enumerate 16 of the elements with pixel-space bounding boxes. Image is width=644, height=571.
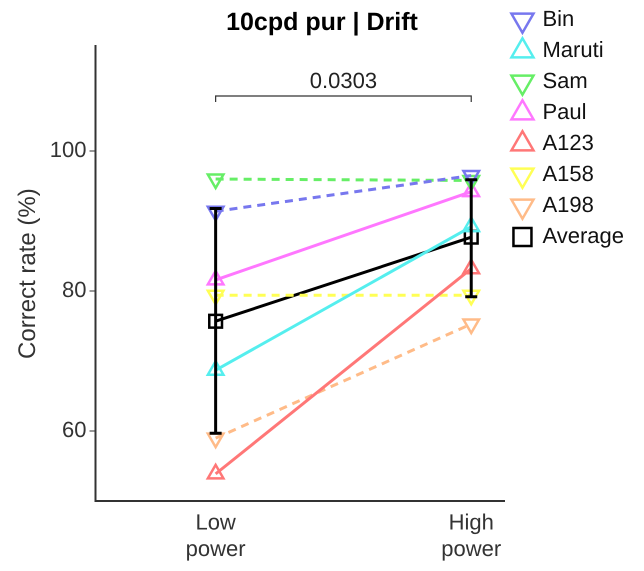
y-tick-label: 80 [62,277,87,302]
legend-label: Average [542,223,624,248]
legend-label: Maruti [542,37,604,62]
legend-label: A198 [542,192,594,218]
legend-label: A158 [542,161,594,186]
chart-title: 10cpd pur | Drift [226,8,419,36]
y-tick-label: 100 [50,137,87,162]
y-tick-label: 60 [62,417,87,442]
legend-label: Paul [542,99,587,124]
legend-label: Sam [542,68,588,94]
legend-label: Bin [542,6,574,32]
y-axis-title: Correct rate (%) [14,188,42,359]
x-tick-label: High power [441,509,502,561]
annotation: 0.0303 [310,68,378,94]
legend-label: A123 [542,130,594,156]
x-tick-label: Low power [186,509,246,561]
